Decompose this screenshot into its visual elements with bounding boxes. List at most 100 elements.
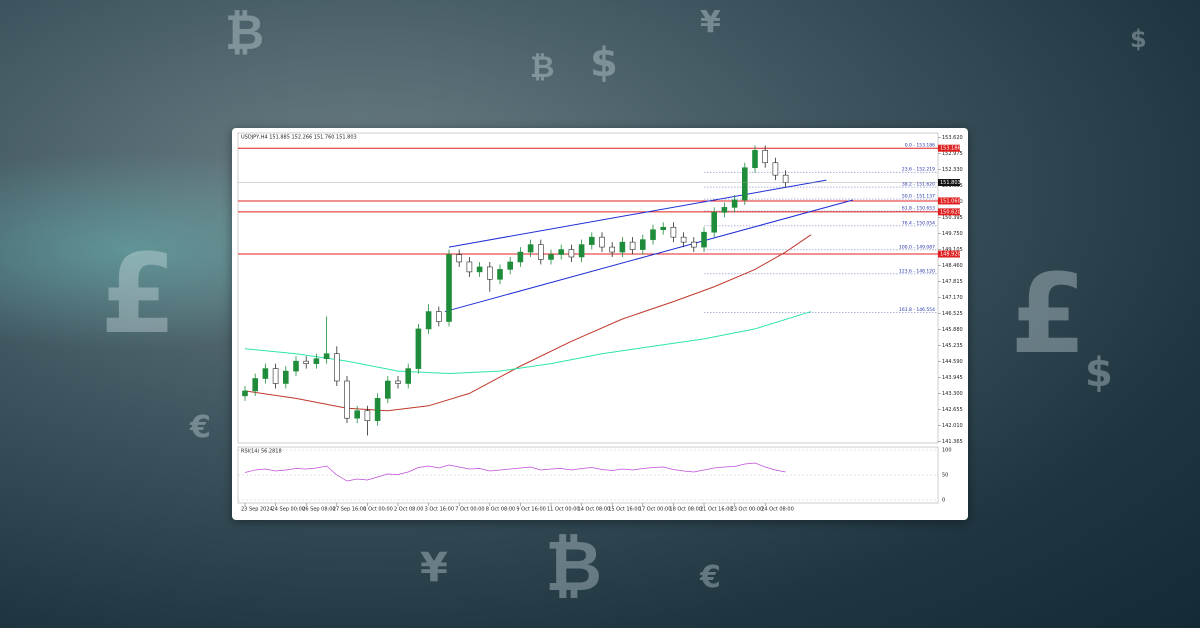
candle-body (487, 266, 493, 280)
x-tick-label: 8 Oct 08:00 (486, 507, 515, 513)
candle-body (558, 249, 565, 255)
y-tick-label: 150.395 (942, 215, 963, 221)
candle-body (578, 244, 585, 258)
x-tick-label: 2 Oct 08:00 (394, 507, 423, 513)
chart-panel: USDJPY,H4 151.885 152.266 151.760 151.80… (232, 128, 968, 520)
candle-body (497, 269, 503, 280)
rsi-tick-label: 100 (942, 448, 952, 454)
candle-body (568, 249, 575, 258)
x-tick-label: 27 Sep 16:00 (333, 507, 366, 513)
candle-body (588, 236, 595, 245)
trendline (448, 179, 827, 248)
level-label-box (938, 250, 960, 258)
x-tick-label: 24 Sep 00:00 (272, 507, 305, 513)
y-tick-label: 145.880 (942, 327, 963, 333)
currency-symbol: $ (1130, 25, 1147, 53)
candle-body (385, 380, 391, 399)
candle-body (313, 358, 320, 364)
currency-symbol: £ (1010, 250, 1087, 378)
currency-symbol: $ (1085, 350, 1113, 396)
x-tick-label: 24 Oct 08:00 (761, 507, 794, 513)
rsi-line (244, 462, 786, 482)
moving-average (244, 234, 812, 412)
last-price-label: 151.803 (940, 180, 961, 186)
candle-body (619, 241, 626, 253)
candle-body (507, 261, 514, 270)
chart: USDJPY,H4 151.885 152.266 151.760 151.80… (237, 132, 963, 513)
candle-body (476, 266, 483, 273)
x-tick-label: 18 Oct 08:00 (669, 507, 702, 513)
y-tick-label: 144.590 (942, 359, 963, 365)
fib-label: 50.0 - 151.137 (902, 194, 935, 200)
candle-body (436, 311, 442, 322)
level-label-box (938, 144, 960, 152)
candle-body (731, 199, 738, 208)
fib-label: 100.0 - 149.087 (899, 244, 935, 250)
candle-body (650, 229, 656, 240)
currency-symbol: ¥ (700, 5, 721, 40)
currency-symbol: £ (100, 230, 177, 358)
x-tick-label: 11 Oct 00:00 (547, 507, 580, 513)
currency-symbol: ₿ (545, 525, 603, 607)
y-tick-label: 152.975 (942, 151, 963, 157)
candle-body (293, 360, 299, 372)
plot-frame (237, 132, 939, 444)
candle-body (701, 231, 707, 248)
candle-body (415, 328, 422, 369)
level-label-box (938, 208, 960, 216)
candle-body (334, 353, 340, 382)
y-tick-label: 142.010 (942, 423, 963, 429)
candle-body (599, 236, 605, 248)
fib-label: 23.6 - 152.219 (902, 167, 935, 173)
currency-symbol: € (700, 560, 721, 595)
rsi-tick-label: 0 (942, 498, 945, 504)
x-tick-label: 15 Oct 16:00 (608, 507, 641, 513)
candle-body (456, 254, 462, 263)
candle-body (282, 370, 289, 384)
chart-title: USDJPY,H4 151.885 152.266 151.760 151.80… (241, 135, 357, 141)
candle-body (395, 380, 401, 384)
candle-body (537, 244, 544, 260)
candle-body (364, 410, 371, 421)
fib-label: 123.6 - 148.120 (899, 268, 935, 274)
candle-body (242, 390, 248, 397)
rsi-title: RSI(14) 56.2818 (241, 449, 282, 455)
candle-body (262, 368, 269, 379)
candle-body (741, 167, 748, 201)
candle-body (711, 212, 718, 233)
candle-body (527, 244, 534, 253)
candle-body (354, 410, 360, 419)
currency-symbol: ¥ (420, 545, 448, 591)
candle-body (721, 207, 728, 213)
y-tick-label: 143.300 (942, 391, 963, 397)
candle-body (629, 241, 636, 250)
candle-body (690, 241, 697, 248)
trendline (444, 199, 854, 313)
fib-label: 38.2 - 151.620 (902, 182, 935, 188)
last-price-box (938, 179, 960, 187)
fib-label: 76.4 - 150.054 (902, 220, 935, 226)
y-tick-label: 143.945 (942, 375, 963, 381)
currency-symbol: ₿ (530, 50, 555, 85)
level-label: 151.060 (940, 198, 961, 204)
candle-body (670, 226, 677, 238)
y-tick-label: 147.815 (942, 279, 963, 285)
candle-body (639, 239, 646, 250)
candle-body (772, 162, 779, 176)
x-tick-label: 14 Oct 08:00 (578, 507, 611, 513)
x-tick-label: 23 Sep 2024 (241, 507, 273, 513)
fib-label: 161.8 - 146.554 (899, 307, 935, 313)
x-tick-label: 7 Oct 00:00 (455, 507, 484, 513)
currency-symbol: ₿ (225, 5, 265, 61)
candle-body (425, 311, 432, 330)
candle-body (517, 251, 524, 263)
candle-body (466, 261, 473, 273)
x-tick-label: 9 Oct 16:00 (516, 507, 545, 513)
x-tick-label: 21 Oct 16:00 (700, 507, 733, 513)
candle-body (446, 254, 452, 322)
candle-body (680, 236, 687, 243)
candle-body (660, 226, 667, 231)
fib-label: 61.8 - 150.653 (902, 206, 935, 212)
candle-body (252, 378, 259, 392)
